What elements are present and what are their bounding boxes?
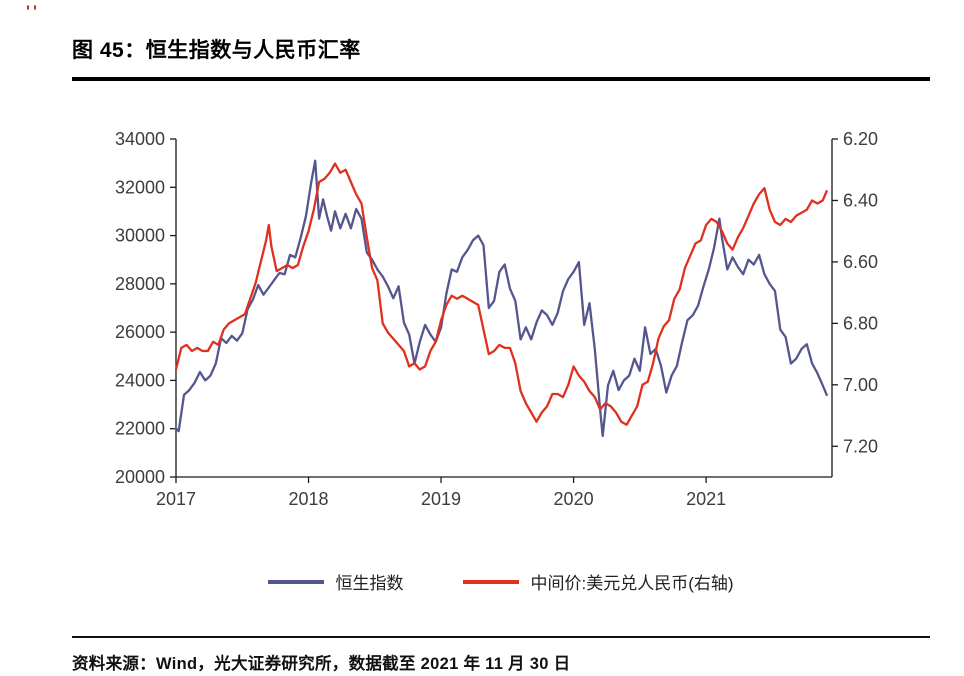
svg-text:34000: 34000 [115, 129, 165, 149]
svg-text:2021: 2021 [686, 489, 726, 509]
svg-text:2020: 2020 [554, 489, 594, 509]
svg-text:6.40: 6.40 [843, 190, 878, 210]
usdcny-line-series [174, 162, 828, 426]
svg-text:2019: 2019 [421, 489, 461, 509]
legend-label-usdcny: 中间价:美元兑人民币(右轴) [530, 574, 734, 593]
svg-text:6.80: 6.80 [843, 313, 878, 333]
svg-text:6.60: 6.60 [843, 252, 878, 272]
chart-area: 20000 22000 24000 26000 28000 30000 32000 34000… [72, 123, 930, 533]
figure-title: 图 45：恒生指数与人民币汇率 [72, 34, 930, 81]
figure-block: 图 45：恒生指数与人民币汇率 20000 22000 24000 26000 2800… [72, 0, 930, 674]
legend-label-hsi: 恒生指数 [335, 574, 404, 593]
legend-item-hsi: 恒生指数 [268, 569, 403, 594]
svg-text:6.20: 6.20 [843, 129, 878, 149]
svg-text:7.20: 7.20 [843, 436, 878, 456]
svg-text:2017: 2017 [156, 489, 196, 509]
svg-text:20000: 20000 [115, 467, 165, 487]
hsi-line-series [174, 159, 828, 438]
svg-text:30000: 30000 [115, 226, 165, 246]
chart-legend: 恒生指数 中间价:美元兑人民币(右轴) [72, 569, 930, 594]
usdcny-line-swatch [463, 579, 520, 584]
svg-text:26000: 26000 [115, 322, 165, 342]
svg-text:32000: 32000 [115, 177, 165, 197]
legend-item-usdcny: 中间价:美元兑人民币(右轴) [463, 569, 734, 594]
hsi-line-swatch [268, 579, 325, 584]
svg-text:7.00: 7.00 [843, 375, 878, 395]
svg-text:22000: 22000 [115, 419, 165, 439]
data-source-note: 资料来源：Wind，光大证券研究所，数据截至 2021 年 11 月 30 日 [72, 636, 930, 674]
svg-text:2018: 2018 [289, 489, 329, 509]
svg-text:28000: 28000 [115, 274, 165, 294]
red-crop-marks: '' [26, 2, 41, 21]
line-chart: 20000 22000 24000 26000 28000 30000 32000 34000… [115, 129, 878, 509]
svg-text:24000: 24000 [115, 370, 165, 390]
